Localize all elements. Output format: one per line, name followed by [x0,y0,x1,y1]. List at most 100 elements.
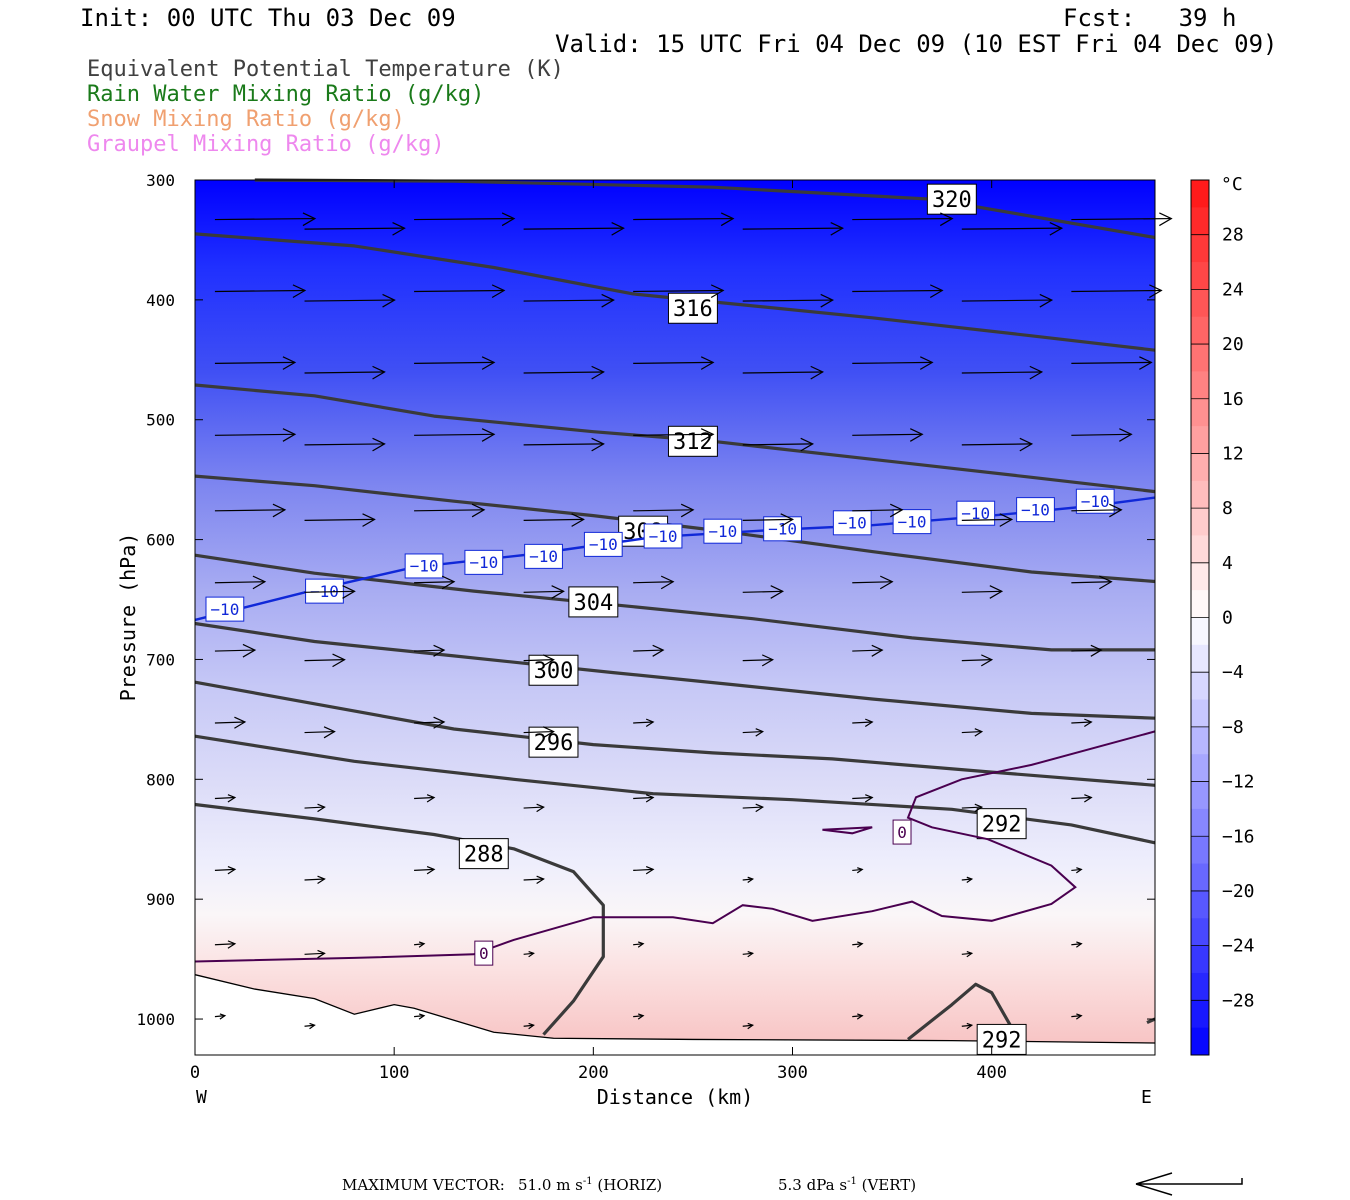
wind-vector-head [770,585,785,599]
isotherm-label-box [205,596,245,622]
wind-vector-head [242,643,257,658]
colorbar-segment [1191,398,1209,427]
isotherm-label-box [404,553,444,579]
isotherm-label: −10 [708,522,737,541]
wind-vector-shaft [1071,509,1122,512]
theta-e-label-box [926,183,977,215]
theta-e-label: 304 [573,591,613,616]
wind-vector [742,728,765,737]
wind-vector-head [660,575,675,590]
theta-e-label: 320 [932,188,972,213]
init-time: Init: 00 UTC Thu 03 Dec 09 [80,4,456,32]
wind-vector-head [382,293,396,308]
wind-vector [523,222,625,236]
wind-vector-head [820,293,835,308]
wind-vector-shaft [1071,943,1082,946]
wind-vector [633,356,715,370]
forecast-hour: Fcst: 39 h [1063,4,1237,32]
wind-vector-shaft [214,721,245,724]
wind-vector-shaft [214,217,315,221]
isotherm-label-box [892,819,912,845]
wind-vector [742,876,755,883]
wind-vector-shaft [742,518,793,522]
colorbar-segment [1191,562,1209,591]
wind-vector [414,428,496,442]
colorbar-tick-label: −24 [1222,936,1255,957]
theta-e-label: 296 [534,731,574,756]
wind-vector-head [966,950,974,958]
colorbar-segment [1191,836,1209,865]
wind-vector-shaft [742,299,833,302]
wind-vector [414,212,516,227]
wind-vector [304,437,386,452]
wind-vector [742,222,845,236]
wind-vector-shaft [1071,361,1152,364]
wind-vector-head [252,575,267,590]
wind-vector-head [830,222,845,236]
y-tick-label: 300 [146,171,175,190]
isotherm-label: −10 [961,504,990,523]
wind-vector-head [418,1013,426,1020]
x-tick-label: 400 [976,1063,1007,1083]
wind-vector-shaft [852,217,953,221]
colorbar-segment [1191,535,1209,564]
wind-vector [1071,941,1083,948]
wind-vector-head [611,222,625,236]
wind-vector [414,866,436,875]
wind-vector-head [747,1022,755,1030]
theta-e-label-box [458,838,509,870]
isotherm-label-box [524,543,563,569]
wind-vector-shaft [633,361,714,364]
wind-vector [523,293,615,308]
wind-vector-shaft [214,943,235,946]
colorbar-tick-label: −28 [1222,990,1255,1011]
colorbar-tick-label: 16 [1222,389,1244,410]
wind-vector [1071,503,1123,518]
wind-vector-shaft [414,721,445,724]
wind-vector-head [1149,284,1163,298]
legend-graupel: Graupel Mixing Ratio (g/kg) [87,132,445,157]
wind-vector-head [571,513,585,527]
wind-vector [523,513,585,527]
wind-vector-shaft [961,227,1062,230]
colorbar-tick-label: −20 [1222,881,1255,902]
wind-vector-head [542,654,555,667]
colorbar-segment [1191,863,1209,892]
colorbar-tick-label: 12 [1222,443,1244,464]
wind-vector-shaft [1071,721,1092,724]
wind-vector [633,428,715,442]
theta-e-contour [194,232,1156,352]
isotherm-label: −10 [410,557,439,576]
theta-e-contour [194,680,1156,787]
wind-vector-head [966,1022,974,1030]
y-tick-label: 400 [146,291,175,310]
wind-vector-head [342,585,356,599]
wind-vector [633,503,695,518]
wind-vector-shaft [852,433,923,436]
wind-vector-head [426,794,436,803]
wind-vector-head [282,356,297,370]
wind-vector-shaft [523,1024,534,1027]
valid-time: Valid: 15 UTC Fri 04 Dec 09 (10 EST Fri … [555,30,1278,58]
wind-vector [1071,284,1163,298]
wind-vector [414,284,506,298]
wind-vector-shaft [523,806,544,809]
isotherm-label-box [1075,488,1115,514]
wind-vector [414,716,446,729]
wind-vector-shaft [1071,649,1102,652]
wind-vector-shaft [852,721,873,724]
wind-vector-head [1159,212,1173,227]
wind-vector-head [282,428,297,442]
wind-vector [214,428,297,442]
wind-vector-shaft [742,659,773,662]
wind-vector-head [481,356,496,370]
wind-vector-shaft [852,868,863,872]
legend-theta-e: Equivalent Potential Temperature (K) [87,57,564,82]
wind-vector [304,513,376,527]
wind-vector [961,1022,974,1030]
wind-vector [633,1013,645,1020]
east-label: E [1141,1087,1152,1108]
wind-vector-head [372,365,386,380]
isotherm-label: −10 [838,514,867,533]
wind-vector [1071,718,1093,727]
